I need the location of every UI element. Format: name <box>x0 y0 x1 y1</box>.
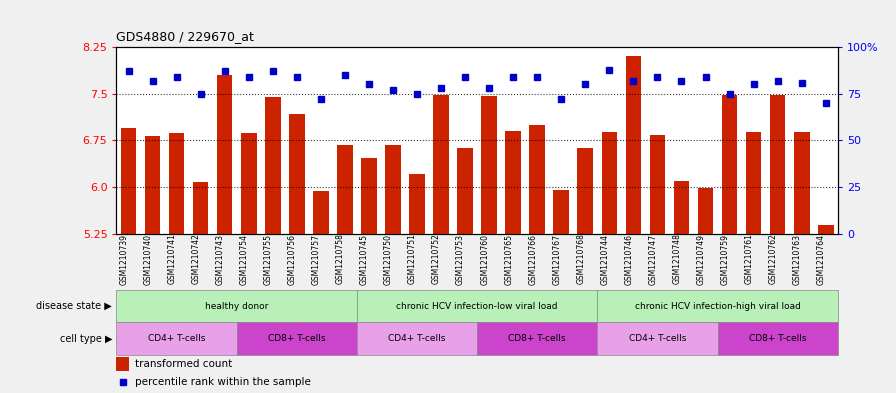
Bar <box>745 132 762 233</box>
Text: healthy donor: healthy donor <box>205 302 269 310</box>
Text: GSM1210767: GSM1210767 <box>552 233 561 285</box>
Text: GSM1210755: GSM1210755 <box>263 233 272 285</box>
Text: CD8+ T-cells: CD8+ T-cells <box>508 334 566 343</box>
Bar <box>193 182 209 233</box>
Bar <box>241 133 256 233</box>
Bar <box>217 75 232 233</box>
Text: GSM1210758: GSM1210758 <box>336 233 345 285</box>
Bar <box>289 114 305 233</box>
Text: GSM1210754: GSM1210754 <box>240 233 249 285</box>
Bar <box>337 145 353 233</box>
Text: GSM1210744: GSM1210744 <box>600 233 609 285</box>
Bar <box>505 131 521 233</box>
Text: CD8+ T-cells: CD8+ T-cells <box>268 334 325 343</box>
Text: CD4+ T-cells: CD4+ T-cells <box>629 334 686 343</box>
Text: cell type ▶: cell type ▶ <box>59 334 112 343</box>
Bar <box>121 128 136 233</box>
Bar <box>598 290 838 322</box>
Text: disease state ▶: disease state ▶ <box>36 301 112 311</box>
Text: transformed count: transformed count <box>134 359 232 369</box>
Text: CD8+ T-cells: CD8+ T-cells <box>749 334 806 343</box>
Text: GSM1210753: GSM1210753 <box>456 233 465 285</box>
Text: GSM1210762: GSM1210762 <box>769 233 778 285</box>
Bar <box>722 95 737 233</box>
Text: GSM1210765: GSM1210765 <box>504 233 513 285</box>
Text: GSM1210756: GSM1210756 <box>288 233 297 285</box>
Bar <box>477 322 598 355</box>
Bar <box>794 132 809 233</box>
Text: GSM1210740: GSM1210740 <box>143 233 152 285</box>
Text: GSM1210739: GSM1210739 <box>119 233 128 285</box>
Text: CD4+ T-cells: CD4+ T-cells <box>388 334 445 343</box>
Text: GSM1210743: GSM1210743 <box>216 233 225 285</box>
Bar <box>361 158 376 233</box>
Bar <box>313 191 329 233</box>
Bar <box>674 181 689 233</box>
Text: GSM1210760: GSM1210760 <box>480 233 489 285</box>
Text: GSM1210742: GSM1210742 <box>192 233 201 285</box>
Bar <box>145 136 160 233</box>
Bar <box>578 149 593 233</box>
Bar <box>265 97 280 233</box>
Bar <box>237 322 357 355</box>
Bar <box>530 125 545 233</box>
Bar <box>385 145 401 233</box>
Text: GSM1210763: GSM1210763 <box>793 233 802 285</box>
Bar <box>718 322 838 355</box>
Text: GSM1210746: GSM1210746 <box>625 233 633 285</box>
Text: CD4+ T-cells: CD4+ T-cells <box>148 334 205 343</box>
Text: GSM1210750: GSM1210750 <box>384 233 393 285</box>
Text: GSM1210745: GSM1210745 <box>360 233 369 285</box>
Bar <box>357 290 598 322</box>
Bar <box>116 357 129 371</box>
Bar <box>457 148 473 233</box>
Text: GDS4880 / 229670_at: GDS4880 / 229670_at <box>116 30 254 43</box>
Bar <box>650 135 665 233</box>
Bar <box>481 96 497 233</box>
Text: GSM1210747: GSM1210747 <box>649 233 658 285</box>
Bar <box>698 188 713 233</box>
Text: chronic HCV infection-low viral load: chronic HCV infection-low viral load <box>396 302 558 310</box>
Text: GSM1210752: GSM1210752 <box>432 233 441 285</box>
Bar <box>409 174 425 233</box>
Bar <box>434 95 449 233</box>
Text: GSM1210766: GSM1210766 <box>529 233 538 285</box>
Text: GSM1210764: GSM1210764 <box>817 233 826 285</box>
Text: chronic HCV infection-high viral load: chronic HCV infection-high viral load <box>634 302 800 310</box>
Bar <box>116 290 357 322</box>
Text: GSM1210748: GSM1210748 <box>673 233 682 285</box>
Text: GSM1210768: GSM1210768 <box>576 233 585 285</box>
Bar <box>601 132 617 233</box>
Bar <box>357 322 477 355</box>
Bar <box>598 322 718 355</box>
Text: GSM1210751: GSM1210751 <box>408 233 417 285</box>
Bar <box>554 190 569 233</box>
Text: GSM1210759: GSM1210759 <box>720 233 729 285</box>
Bar <box>625 57 642 233</box>
Bar <box>116 322 237 355</box>
Text: GSM1210749: GSM1210749 <box>696 233 705 285</box>
Bar <box>168 133 185 233</box>
Text: GSM1210761: GSM1210761 <box>745 233 754 285</box>
Bar <box>818 226 833 233</box>
Text: percentile rank within the sample: percentile rank within the sample <box>134 376 310 387</box>
Bar <box>770 95 786 233</box>
Text: GSM1210757: GSM1210757 <box>312 233 321 285</box>
Text: GSM1210741: GSM1210741 <box>168 233 177 285</box>
